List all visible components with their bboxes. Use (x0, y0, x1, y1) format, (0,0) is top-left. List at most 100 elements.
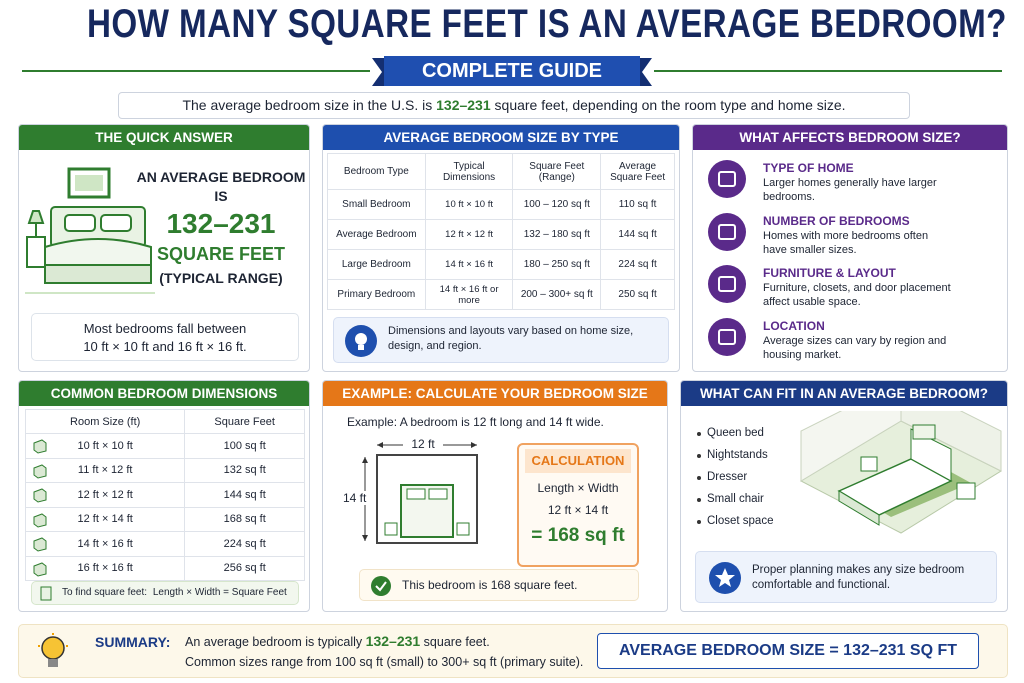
table-header: Room Size (ft) Square Feet (24, 409, 305, 434)
summary-highlight: 132–231 (365, 633, 421, 649)
bullet (697, 432, 701, 436)
box-icon (33, 537, 47, 552)
bullet (697, 498, 701, 502)
table-row: Primary Bedroom 14 ft × 16 ft or more 200 … (327, 279, 675, 310)
room-illustration (799, 411, 1003, 534)
factor-text: Homes with more bedrooms often have smal… (763, 229, 929, 256)
note-text: Dimensions and layouts vary based on hom… (388, 325, 634, 352)
cell-text: 168 sq ft (223, 513, 266, 526)
table-row: 12 ft × 12 ft 144 sq ft (24, 482, 305, 508)
factors-panel: WHAT AFFECTS BEDROOM SIZE? TYPE OF HOME L… (692, 124, 1008, 372)
formula-box: To find square feet: Length × Width = Sq… (31, 581, 299, 605)
factor-icon (708, 265, 746, 303)
table-row: Average Bedroom 12 ft × 12 ft 132 – 180 sq… (327, 219, 675, 250)
summary-label: SUMMARY: (95, 634, 171, 650)
cell-text: 144 sq ft (223, 488, 266, 501)
table-cell: 250 sq ft (600, 279, 675, 310)
fit-item: Nightstands (707, 449, 768, 461)
ruler-icon (40, 586, 52, 601)
factor-title: NUMBER OF BEDROOMS (763, 213, 910, 228)
fit-item: Closet space (707, 515, 774, 527)
factor-title: TYPE OF HOME (763, 161, 854, 175)
quick-note: (TYPICAL RANGE) (159, 270, 283, 286)
summary-text: square feet. (423, 635, 490, 649)
cell-text: 14 ft × 16 ft (77, 537, 133, 550)
factor-text: Larger homes generally have larger bedro… (763, 177, 937, 203)
quick-line: IS (214, 188, 228, 204)
note-text: This bedroom is 168 square feet. (402, 578, 578, 592)
fit-item: Small chair (707, 493, 764, 505)
column-header: Square Feet (184, 409, 305, 434)
example-panel: EXAMPLE: CALCULATE YOUR BEDROOM SIZE Exa… (322, 380, 668, 612)
calc-line: Length × Width (537, 481, 619, 495)
table-cell: 168 sq ft (184, 506, 305, 532)
example-intro: Example: A bedroom is 12 ft long and 14 … (347, 415, 604, 429)
table-row: Small Bedroom 10 ft × 10 ft 100 – 120 sq f… (327, 189, 675, 220)
table-cell: 10 ft × 10 ft (424, 189, 514, 220)
table-cell: 144 sq ft (600, 219, 675, 250)
summary-text: An average bedroom is typically (185, 635, 363, 649)
formula: Length × Width = Square Feet (152, 587, 287, 598)
factor-icon (708, 212, 746, 251)
table-cell: 12 ft × 12 ft (24, 482, 186, 508)
panel-heading: EXAMPLE: CALCULATE YOUR BEDROOM SIZE (323, 381, 667, 406)
table-cell: 10 ft × 10 ft (24, 433, 186, 459)
table-cell: 12 ft × 14 ft (24, 506, 186, 532)
table-cell: 256 sq ft (184, 555, 305, 581)
ribbon-art (22, 56, 1002, 86)
length-label: 14 ft (343, 491, 367, 505)
quick-answer-text: AN AVERAGE BEDROOM IS 132–231 SQUARE FEE… (131, 168, 311, 290)
cell-text: 12 ft × 14 ft (77, 513, 133, 526)
table-cell: 110 sq ft (600, 189, 675, 220)
quick-range: 132–231 (166, 208, 276, 239)
panel-heading: WHAT CAN FIT IN AN AVERAGE BEDROOM? (681, 381, 1007, 406)
factor-title: FURNITURE & LAYOUT (763, 266, 896, 280)
table-cell: Large Bedroom (327, 249, 426, 280)
box-icon (33, 439, 47, 454)
dimensions-panel: COMMON BEDROOM DIMENSIONS To find square… (18, 380, 310, 612)
cell-text: 11 ft × 12 ft (77, 464, 133, 477)
cell-text: 132 sq ft (223, 464, 266, 477)
quick-footer: Most bedrooms fall between 10 ft × 10 ft… (31, 313, 299, 361)
table-row: 16 ft × 16 ft 256 sq ft (24, 555, 305, 581)
summary-bar: SUMMARY: An average bedroom is typically… (18, 624, 1008, 678)
cell-text: 12 ft × 12 ft (77, 488, 133, 501)
column-header: Bedroom Type (327, 153, 426, 190)
title: HOW MANY SQUARE FEET IS AN AVERAGE BEDRO… (87, 2, 1007, 46)
column-header: Typical Dimensions (424, 153, 514, 190)
intro-text: The average bedroom size in the U.S. is (182, 97, 433, 113)
table-cell: 16 ft × 16 ft (24, 555, 186, 581)
footer-line: 10 ft × 10 ft and 16 ft × 16 ft. (83, 339, 247, 354)
table-cell: 200 – 300+ sq ft (512, 279, 602, 310)
bullet (697, 454, 701, 458)
table-row: 11 ft × 12 ft 132 sq ft (24, 457, 305, 483)
table-cell: 11 ft × 12 ft (24, 457, 186, 483)
table-cell: 132 sq ft (184, 457, 305, 483)
panel-heading: THE QUICK ANSWER (19, 125, 309, 150)
intro: The average bedroom size in the U.S. is … (118, 92, 910, 119)
table-row: 12 ft × 14 ft 168 sq ft (24, 506, 305, 532)
bed-illustration (25, 167, 155, 294)
quick-unit: SQUARE FEET (156, 244, 285, 264)
summary-text: Common sizes range from 100 sq ft (small… (185, 655, 584, 669)
table-row: 14 ft × 16 ft 224 sq ft (24, 531, 305, 557)
table-cell: 14 ft × 16 ft (424, 249, 514, 280)
calc-result: = 168 sq ft (531, 525, 625, 546)
table-cell: 14 ft × 16 ft or more (424, 279, 514, 310)
note-text: Proper planning makes any size bedroom c… (752, 564, 965, 591)
table-row: 10 ft × 10 ft 100 sq ft (24, 433, 305, 459)
example-note: This bedroom is 168 square feet. (359, 569, 639, 601)
cell-text: 16 ft × 16 ft (77, 562, 133, 575)
cell-text: 10 ft × 10 ft (77, 439, 133, 452)
box-icon (33, 561, 47, 577)
table-cell: Primary Bedroom (327, 279, 426, 310)
column-header: Room Size (ft) (24, 409, 186, 434)
cell-text: 100 sq ft (223, 439, 266, 452)
column-header: Average Square Feet (600, 153, 675, 190)
footer-line: Most bedrooms fall between (83, 321, 247, 336)
quick-line: AN AVERAGE BEDROOM (136, 169, 306, 185)
quick-answer-panel: THE QUICK ANSWER AN AVERAGE BEDROOM IS 1… (18, 124, 310, 372)
box-icon (33, 463, 47, 479)
panel-heading: COMMON BEDROOM DIMENSIONS (19, 381, 309, 406)
calc-line: 12 ft × 14 ft (547, 503, 609, 517)
